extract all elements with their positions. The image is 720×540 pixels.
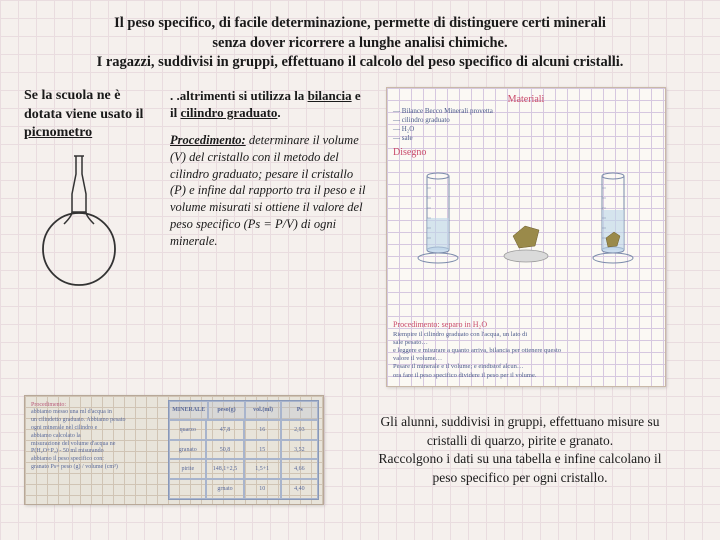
footer-line1: Gli alunni, suddivisi in gruppi, effettu… <box>344 413 696 432</box>
mineral-sample-icon <box>501 168 551 268</box>
nb-bottom-text: Procedimento: separo in H₂O Riempire il … <box>393 318 659 380</box>
mid-procedure: Procedimento: determinare il volume (V) … <box>170 132 370 250</box>
table-row: quarzo47,8162,93 <box>169 420 318 440</box>
footer-line3: Raccolgono i dati su una tabella e infin… <box>344 450 696 469</box>
bottom-row: Procedimento: abbiamo messo una ml d'acq… <box>24 395 696 505</box>
column-left: Se la scuola ne è dotata viene usato il … <box>24 87 154 387</box>
footer-block: Gli alunni, suddivisi in gruppi, effettu… <box>344 395 696 489</box>
left-text-a: Se la scuola ne è dotata viene usato il <box>24 88 143 122</box>
header-line2: senza dover ricorrere a lunghe analisi c… <box>24 34 696 54</box>
table-row: grnato104,40 <box>169 479 318 499</box>
table-left-notes: Procedimento: abbiamo messo una ml d'acq… <box>29 400 168 500</box>
left-text-b: picnometro <box>24 125 92 140</box>
table-row: granato50,8153,52 <box>169 440 318 460</box>
nb-title: Materiali <box>393 94 659 105</box>
notebook-page: Materiali — Bilance Becco Minerali prove… <box>386 87 666 387</box>
footer-line4: peso specifico per ogni cristallo. <box>344 469 696 488</box>
cylinder-right-icon <box>586 168 641 268</box>
table-row: pirite148,1+2,51,5+14,66 <box>169 459 318 479</box>
mid-intro: . .altrimenti si utilizza la bilancia e … <box>170 87 370 122</box>
picnometer-drawing <box>24 151 134 291</box>
cylinder-drawings <box>393 168 659 268</box>
cylinder-left-icon <box>411 168 466 268</box>
slide-content: Il peso specifico, di facile determinazi… <box>0 0 720 519</box>
column-right: Materiali — Bilance Becco Minerali prove… <box>386 87 696 387</box>
header-line1: Il peso specifico, di facile determinazi… <box>24 14 696 34</box>
data-table-photo: Procedimento: abbiamo messo una ml d'acq… <box>24 395 324 505</box>
nb-list: — Bilance Becco Minerali provetta — cili… <box>393 107 659 143</box>
nb-section2: Disegno <box>393 147 659 158</box>
data-table: MINERALE peso(g) vol.(ml) Ps quarzo47,81… <box>168 400 319 500</box>
main-row: Se la scuola ne è dotata viene usato il … <box>24 87 696 387</box>
footer-line2: cristalli di quarzo, pirite e granato. <box>344 432 696 451</box>
header-line3: I ragazzi, suddivisi in gruppi, effettua… <box>24 53 696 73</box>
column-middle: . .altrimenti si utilizza la bilancia e … <box>170 87 370 387</box>
table-header-row: MINERALE peso(g) vol.(ml) Ps <box>169 401 318 421</box>
header-block: Il peso specifico, di facile determinazi… <box>24 14 696 73</box>
